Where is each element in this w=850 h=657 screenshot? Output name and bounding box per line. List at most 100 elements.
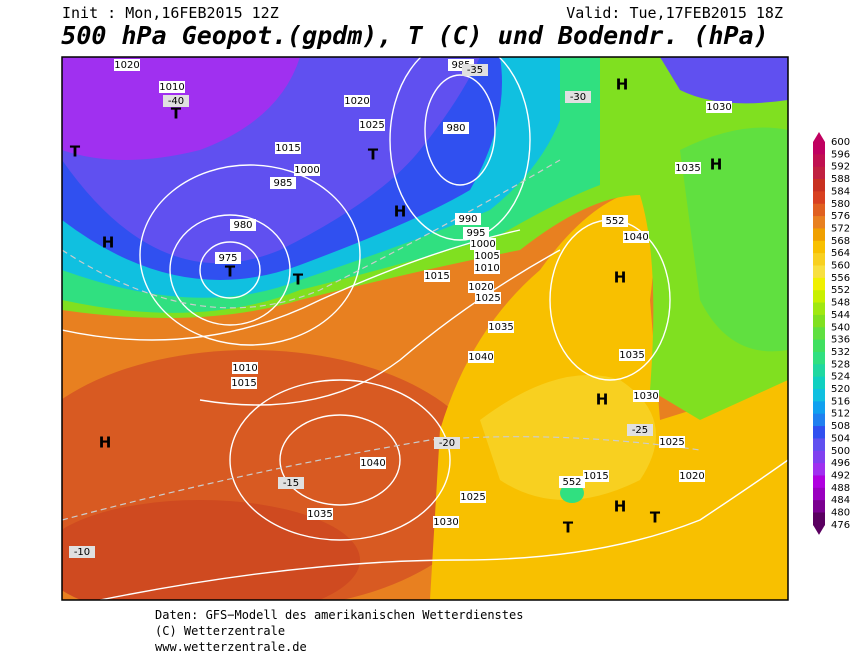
colorbar-band xyxy=(813,463,825,476)
isoline-label: 552 xyxy=(605,216,624,227)
isoline-label: 1025 xyxy=(659,437,684,448)
colorbar-band xyxy=(813,487,825,501)
label-box xyxy=(270,177,296,189)
isoline-label: 985 xyxy=(273,178,292,189)
label-box xyxy=(424,270,450,282)
footer-url: www.wetterzentrale.de xyxy=(155,640,307,654)
isoline-label: -10 xyxy=(74,547,90,558)
colorbar-label: 580 xyxy=(831,199,850,210)
colorbar-label: 476 xyxy=(831,520,850,531)
map-title: 500 hPa Geopot.(gpdm), T (C) und Bodendr… xyxy=(61,21,768,50)
colorbar-band xyxy=(813,228,825,242)
colorbar-arrow-bottom xyxy=(813,524,825,535)
colorbar-arrow-top xyxy=(813,132,825,142)
colorbar-band xyxy=(813,376,825,390)
isoline-label: -15 xyxy=(283,478,299,489)
label-box xyxy=(215,252,241,264)
init-time: Init : Mon,16FEB2015 12Z xyxy=(62,4,279,22)
label-box xyxy=(468,351,494,363)
colorbar-band xyxy=(813,191,825,205)
isoline-label: 1040 xyxy=(623,232,648,243)
label-box xyxy=(468,281,494,293)
colorbar-band xyxy=(813,450,825,464)
colorbar-band xyxy=(813,265,825,279)
label-box xyxy=(230,219,256,231)
colorbar-band xyxy=(813,203,825,217)
colorbar-label: 512 xyxy=(831,409,850,420)
label-box xyxy=(359,119,385,131)
colorbar-band xyxy=(813,351,825,365)
label-box xyxy=(462,64,488,76)
isoline-label: 980 xyxy=(446,123,465,134)
isoline-label: 1040 xyxy=(360,458,385,469)
label-box xyxy=(360,457,386,469)
isoline-label: -30 xyxy=(570,92,586,103)
colorbar-label: 488 xyxy=(831,483,850,494)
colorbar-band xyxy=(813,314,825,328)
isoline-label: 1000 xyxy=(294,165,319,176)
isoline-label: 1040 xyxy=(468,352,493,363)
colorbar-band xyxy=(813,302,825,316)
isoline-label: 1015 xyxy=(424,271,449,282)
isoline-label: -35 xyxy=(467,65,483,76)
colorbar-band xyxy=(813,179,825,192)
isoline-label: 985 xyxy=(451,60,470,71)
label-box xyxy=(706,101,732,113)
valid-time: Valid: Tue,17FEB2015 18Z xyxy=(566,4,783,22)
colorbar-label: 560 xyxy=(831,261,850,272)
pressure-center: T xyxy=(650,509,661,527)
pressure-center: H xyxy=(614,269,627,287)
label-box xyxy=(231,377,257,389)
colorbar-band xyxy=(813,364,825,378)
isoline-label: 980 xyxy=(233,220,252,231)
colorbar-label: 552 xyxy=(831,285,850,296)
pressure-center: H xyxy=(614,498,627,516)
isoline-label: 1025 xyxy=(475,293,500,304)
colorbar-label: 548 xyxy=(831,298,850,309)
isoline-label: 1015 xyxy=(583,471,608,482)
pressure-center: T xyxy=(293,271,304,289)
colorbar-label: 500 xyxy=(831,446,850,457)
isoline-label: 1010 xyxy=(232,363,257,374)
label-box xyxy=(463,227,489,239)
isoline-label: 1020 xyxy=(468,282,493,293)
pressure-center: H xyxy=(394,203,407,221)
colorbar-label: 516 xyxy=(831,396,850,407)
map xyxy=(62,57,788,600)
label-box xyxy=(443,122,469,134)
label-box xyxy=(475,292,501,304)
isoline-label: 1015 xyxy=(275,143,300,154)
label-box xyxy=(275,142,301,154)
label-box xyxy=(294,164,320,176)
colorbar-band xyxy=(813,339,825,353)
colorbar-label: 572 xyxy=(831,223,850,234)
label-box xyxy=(434,437,460,449)
footer-copyright: (C) Wetterzentrale xyxy=(155,624,285,638)
isoline-label: 1000 xyxy=(470,239,495,250)
colorbar-label: 520 xyxy=(831,384,850,395)
colorbar-band xyxy=(813,475,825,489)
isoline-label: 1030 xyxy=(633,391,658,402)
isoline-label: 1025 xyxy=(460,492,485,503)
map-labels: 102010101005TTH10151000985980975TTH10201… xyxy=(69,59,732,558)
colorbar-label: 492 xyxy=(831,470,850,481)
isoline-label: -25 xyxy=(632,425,648,436)
colorbar-label: 480 xyxy=(831,508,850,519)
label-box xyxy=(232,362,258,374)
colorbar-label: 556 xyxy=(831,273,850,284)
label-box xyxy=(619,349,645,361)
colorbar-band xyxy=(813,438,825,452)
colorbar-band xyxy=(813,426,825,439)
colorbar-band xyxy=(813,142,825,155)
label-box xyxy=(633,390,659,402)
isoline-label: 1025 xyxy=(359,120,384,131)
colorbar-label: 540 xyxy=(831,322,850,333)
colorbar-label: 536 xyxy=(831,335,850,346)
colorbar-label: 592 xyxy=(831,162,850,173)
colorbar-label: 508 xyxy=(831,421,850,432)
label-box xyxy=(565,91,591,103)
colorbar-band xyxy=(813,253,825,266)
isoline-label: 990 xyxy=(458,214,477,225)
label-box xyxy=(623,231,649,243)
label-box xyxy=(433,516,459,528)
